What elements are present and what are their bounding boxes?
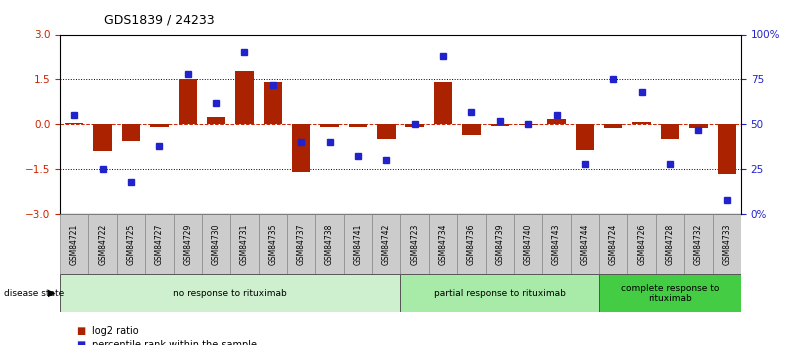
Bar — [174, 214, 202, 274]
Bar — [377, 124, 396, 139]
Text: GSM84728: GSM84728 — [666, 224, 674, 265]
Text: GSM84730: GSM84730 — [211, 223, 220, 265]
Text: GSM84729: GSM84729 — [183, 224, 192, 265]
Text: GSM84741: GSM84741 — [353, 224, 362, 265]
Bar — [400, 274, 599, 312]
Bar — [689, 124, 707, 128]
Text: GSM84743: GSM84743 — [552, 223, 561, 265]
Bar — [547, 119, 566, 124]
Text: log2 ratio: log2 ratio — [92, 326, 139, 336]
Text: GSM84732: GSM84732 — [694, 224, 702, 265]
Text: GDS1839 / 24233: GDS1839 / 24233 — [104, 14, 215, 27]
Text: no response to rituximab: no response to rituximab — [173, 289, 288, 298]
Bar — [718, 124, 736, 174]
Bar — [434, 82, 453, 124]
Bar — [713, 214, 741, 274]
Bar — [372, 214, 400, 274]
Bar — [65, 123, 83, 124]
Bar — [235, 71, 254, 124]
Text: GSM84722: GSM84722 — [99, 224, 107, 265]
Bar — [122, 124, 140, 141]
Text: GSM84726: GSM84726 — [637, 224, 646, 265]
Bar — [599, 274, 741, 312]
Bar — [179, 79, 197, 124]
Bar — [264, 82, 282, 124]
Bar — [429, 214, 457, 274]
Bar — [400, 214, 429, 274]
Text: GSM84733: GSM84733 — [723, 223, 731, 265]
Bar — [462, 124, 481, 135]
Text: complete response to
rituximab: complete response to rituximab — [621, 284, 719, 303]
Text: GSM84735: GSM84735 — [268, 223, 277, 265]
Bar — [661, 124, 679, 139]
Text: percentile rank within the sample: percentile rank within the sample — [92, 340, 257, 345]
Text: GSM84744: GSM84744 — [581, 223, 590, 265]
Text: GSM84724: GSM84724 — [609, 224, 618, 265]
Bar — [485, 214, 514, 274]
Bar — [490, 124, 509, 126]
Bar — [348, 124, 367, 127]
Bar — [684, 214, 713, 274]
Text: ▶: ▶ — [48, 288, 55, 298]
Bar — [292, 124, 311, 172]
Bar — [599, 214, 627, 274]
Text: GSM84740: GSM84740 — [524, 223, 533, 265]
Bar — [88, 214, 117, 274]
Text: ■: ■ — [76, 326, 86, 336]
Bar — [604, 124, 622, 128]
Text: disease state: disease state — [4, 289, 64, 298]
Bar — [633, 122, 651, 124]
Bar — [150, 124, 168, 127]
Bar — [457, 214, 485, 274]
Bar — [202, 214, 231, 274]
Bar — [542, 214, 570, 274]
Text: GSM84738: GSM84738 — [325, 224, 334, 265]
Bar — [316, 214, 344, 274]
Bar — [344, 214, 372, 274]
Bar — [576, 124, 594, 150]
Bar — [94, 124, 112, 151]
Text: GSM84731: GSM84731 — [240, 224, 249, 265]
Text: GSM84721: GSM84721 — [70, 224, 78, 265]
Text: GSM84734: GSM84734 — [439, 223, 448, 265]
Text: GSM84737: GSM84737 — [296, 223, 306, 265]
Text: GSM84723: GSM84723 — [410, 224, 419, 265]
Bar — [287, 214, 316, 274]
Text: GSM84725: GSM84725 — [127, 224, 135, 265]
Bar — [145, 214, 174, 274]
Bar — [207, 117, 225, 124]
Text: GSM84727: GSM84727 — [155, 224, 164, 265]
Text: GSM84739: GSM84739 — [495, 223, 505, 265]
Text: ■: ■ — [76, 340, 86, 345]
Bar — [627, 214, 656, 274]
Bar — [656, 214, 684, 274]
Text: partial response to rituximab: partial response to rituximab — [434, 289, 566, 298]
Bar — [405, 124, 424, 127]
Bar — [320, 124, 339, 127]
Bar — [231, 214, 259, 274]
Bar — [514, 214, 542, 274]
Bar — [259, 214, 287, 274]
Bar — [60, 214, 88, 274]
Text: GSM84736: GSM84736 — [467, 223, 476, 265]
Bar — [570, 214, 599, 274]
Bar — [117, 214, 145, 274]
Bar — [60, 274, 400, 312]
Bar — [519, 124, 537, 125]
Text: GSM84742: GSM84742 — [382, 224, 391, 265]
